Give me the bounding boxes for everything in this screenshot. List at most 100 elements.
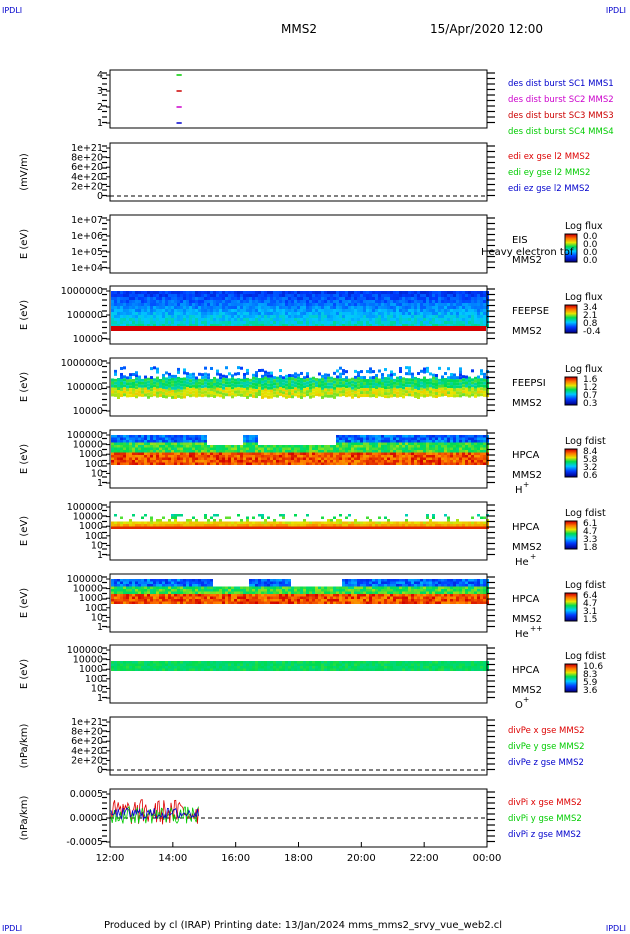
spectrogram-cell — [120, 372, 123, 376]
colorbar-band — [565, 452, 577, 454]
colorbar-band — [565, 395, 577, 397]
spectrogram-cell — [177, 591, 180, 594]
spectrogram-cell — [471, 300, 474, 303]
spectrogram-cell — [375, 374, 378, 378]
spectrogram-cell — [321, 294, 324, 297]
spectrogram-cell — [111, 591, 114, 594]
spectrogram-cell — [147, 377, 150, 381]
spectrogram-cell — [165, 383, 168, 387]
spectrogram-cell — [405, 445, 408, 448]
spectrogram-cell — [171, 514, 174, 517]
spectrogram-cell — [435, 383, 438, 387]
spectrogram-cell — [270, 291, 273, 294]
spectrogram-cell — [294, 303, 297, 306]
spectrogram-cell — [183, 455, 186, 458]
spectrogram-cell — [123, 390, 126, 394]
spectrogram-cell — [186, 437, 189, 440]
spectrogram-cell — [135, 303, 138, 306]
spectrogram-cell — [162, 445, 165, 448]
spectrogram-cell — [264, 324, 267, 327]
spectrogram-cell — [348, 312, 351, 315]
spectrogram-cell — [411, 435, 414, 438]
spectrogram-cell — [297, 526, 300, 529]
spectrogram-cell — [330, 519, 333, 522]
spectrogram-cell — [270, 312, 273, 315]
spectrogram-cell — [297, 460, 300, 463]
spectrogram-cell — [144, 589, 147, 592]
panel-frame — [109, 429, 488, 489]
spectrogram-cell — [318, 524, 321, 527]
spectrogram-cell — [153, 450, 156, 453]
spectrogram-cell — [132, 581, 135, 584]
spectrogram-cell — [453, 440, 456, 443]
spectrogram-cell — [261, 312, 264, 315]
spectrogram-cell — [363, 376, 366, 380]
spectrogram-cell — [369, 388, 372, 392]
spectrogram-cell — [279, 450, 282, 453]
spectrogram-cell — [447, 394, 450, 398]
spectrogram-cell — [456, 297, 459, 300]
spectrogram-cell — [159, 315, 162, 318]
spectrogram-cell — [306, 390, 309, 394]
spectrogram-cell — [465, 450, 468, 453]
spectrogram-cell — [291, 447, 294, 450]
spectrogram-cell — [414, 388, 417, 392]
spectrogram-cell — [168, 581, 171, 584]
spectrogram-cell — [309, 309, 312, 312]
spectrogram-cell — [375, 521, 378, 524]
spectrogram-cell — [321, 306, 324, 309]
spectrogram-cell — [123, 375, 126, 379]
spectrogram-cell — [465, 457, 468, 460]
spectrogram-cell — [357, 291, 360, 294]
spectrogram-cell — [441, 315, 444, 318]
spectrogram-cell — [447, 460, 450, 463]
spectrogram-cell — [342, 435, 345, 438]
spectrogram-cell — [483, 309, 486, 312]
spectrogram-cell — [477, 324, 480, 327]
spectrogram-cell — [228, 390, 231, 394]
spectrogram-cell — [237, 384, 240, 388]
spectrogram-cell — [150, 601, 153, 604]
colorbar-band — [565, 528, 577, 530]
spectrogram-cell — [285, 524, 288, 527]
spectrogram-cell — [348, 306, 351, 309]
spectrogram-cell — [273, 462, 276, 465]
spectrogram-cell — [450, 306, 453, 309]
spectrogram-cell — [321, 455, 324, 458]
spectrogram-cell — [468, 440, 471, 443]
spectrogram-cell — [186, 324, 189, 327]
spectrogram-cell — [408, 393, 411, 397]
spectrogram-cell — [444, 455, 447, 458]
spectrogram-cell — [204, 375, 207, 379]
spectrogram-cell — [297, 300, 300, 303]
spectrogram-cell — [318, 393, 321, 397]
spectrogram-cell — [414, 297, 417, 300]
spectrogram-cell — [327, 447, 330, 450]
spectrogram-cell — [366, 387, 369, 391]
spectrogram-cell — [174, 300, 177, 303]
spectrogram-cell — [402, 315, 405, 318]
spectrogram-cell — [147, 442, 150, 445]
spectrogram-cell — [456, 460, 459, 463]
spectrogram-cell — [333, 380, 336, 384]
spectrogram-cell — [456, 445, 459, 448]
spectrogram-cell — [153, 381, 156, 385]
spectrogram-cell — [321, 457, 324, 460]
spectrogram-cell — [456, 291, 459, 294]
spectrogram-cell — [318, 372, 321, 376]
spectrogram-cell — [297, 382, 300, 386]
spectrogram-cell — [471, 324, 474, 327]
spectrogram-cell — [189, 376, 192, 380]
spectrogram-cell — [117, 318, 120, 321]
spectrogram-cell — [165, 294, 168, 297]
spectrogram-cell — [288, 521, 291, 524]
spectrogram-cell — [195, 435, 198, 438]
spectrogram-cell — [258, 452, 261, 455]
spectrogram-cell — [126, 306, 129, 309]
colorbar-tick: 1.8 — [583, 543, 598, 553]
spectrogram-cell — [345, 447, 348, 450]
spectrogram-cell — [141, 387, 144, 391]
spectrogram-cell — [459, 521, 462, 524]
spectrogram-cell — [162, 591, 165, 594]
spectrogram-cell — [405, 303, 408, 306]
